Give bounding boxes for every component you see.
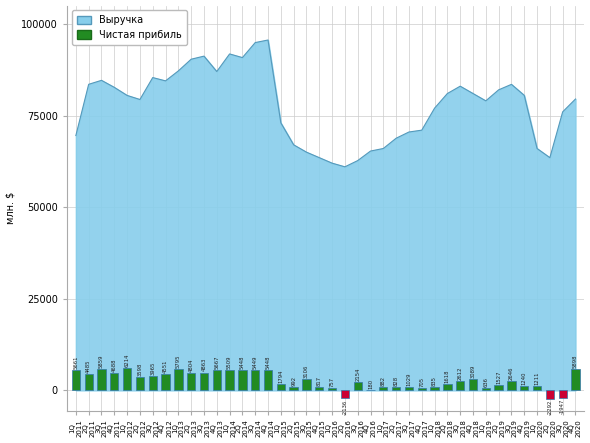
Text: 1029: 1029	[407, 372, 411, 385]
Bar	[149, 376, 157, 390]
Text: -2292: -2292	[548, 400, 552, 415]
Bar	[225, 370, 234, 390]
Legend: Выручка, Чистая прибиль: Выручка, Чистая прибиль	[72, 11, 186, 45]
Bar	[379, 387, 388, 390]
Text: 835: 835	[432, 376, 437, 386]
Text: 992: 992	[291, 376, 296, 386]
Bar	[277, 384, 285, 390]
Text: 3598: 3598	[137, 363, 142, 376]
Text: 4804: 4804	[189, 358, 194, 372]
Text: 5667: 5667	[214, 355, 219, 369]
Text: 4485: 4485	[86, 359, 91, 373]
Text: -1947: -1947	[560, 399, 565, 414]
Text: 5509: 5509	[227, 356, 232, 369]
Text: 5661: 5661	[73, 355, 78, 369]
Bar	[481, 388, 490, 390]
Text: 1211: 1211	[535, 371, 539, 385]
Bar	[84, 374, 93, 390]
Text: 757: 757	[330, 377, 335, 386]
Y-axis label: млн. $: млн. $	[5, 192, 15, 224]
Bar	[251, 370, 260, 390]
Bar	[187, 373, 195, 390]
Text: 1527: 1527	[496, 370, 501, 384]
Bar	[212, 369, 221, 390]
Bar	[533, 386, 541, 390]
Bar	[546, 390, 554, 399]
Bar	[392, 387, 400, 390]
Bar	[456, 381, 464, 390]
Bar	[136, 377, 144, 390]
Bar	[290, 387, 298, 390]
Bar	[418, 388, 426, 390]
Text: 817: 817	[317, 376, 322, 386]
Bar	[97, 369, 106, 390]
Bar	[494, 385, 503, 390]
Bar	[507, 381, 516, 390]
Bar	[443, 385, 451, 390]
Text: 1618: 1618	[445, 370, 450, 383]
Text: -2136: -2136	[342, 399, 348, 415]
Bar	[302, 379, 310, 390]
Bar	[353, 382, 362, 390]
Text: 636: 636	[483, 377, 489, 387]
Text: 882: 882	[381, 376, 386, 386]
Text: 4688: 4688	[112, 358, 117, 372]
Bar	[162, 374, 170, 390]
Text: 5449: 5449	[253, 356, 258, 369]
Bar	[430, 387, 439, 390]
Text: 5448: 5448	[266, 356, 271, 369]
Bar	[200, 373, 208, 390]
Bar	[264, 370, 272, 390]
Text: 4863: 4863	[201, 358, 206, 372]
Text: 3106: 3106	[304, 365, 309, 378]
Bar	[315, 387, 323, 390]
Text: 3089: 3089	[470, 365, 476, 378]
Text: 6214: 6214	[124, 353, 130, 366]
Bar	[340, 390, 349, 398]
Text: 1240: 1240	[522, 371, 527, 385]
Bar	[559, 390, 567, 397]
Bar	[571, 369, 579, 390]
Bar	[238, 370, 247, 390]
Text: 4551: 4551	[163, 359, 168, 373]
Bar	[72, 369, 80, 390]
Bar	[174, 369, 182, 390]
Text: 2612: 2612	[458, 366, 463, 380]
Text: 705: 705	[419, 377, 424, 387]
Text: 1794: 1794	[278, 369, 283, 383]
Text: 828: 828	[394, 376, 399, 386]
Text: 2646: 2646	[509, 366, 514, 380]
Bar	[405, 387, 413, 390]
Bar	[110, 373, 119, 390]
Text: 5448: 5448	[240, 356, 245, 369]
Text: 180: 180	[368, 378, 373, 389]
Bar	[328, 388, 336, 390]
Bar	[520, 386, 529, 390]
Bar	[469, 379, 477, 390]
Text: 5859: 5859	[99, 354, 104, 368]
Text: 5795: 5795	[176, 354, 181, 368]
Text: 5898: 5898	[573, 354, 578, 368]
Bar	[123, 368, 131, 390]
Text: 3965: 3965	[150, 361, 155, 375]
Text: 2154: 2154	[355, 368, 360, 381]
